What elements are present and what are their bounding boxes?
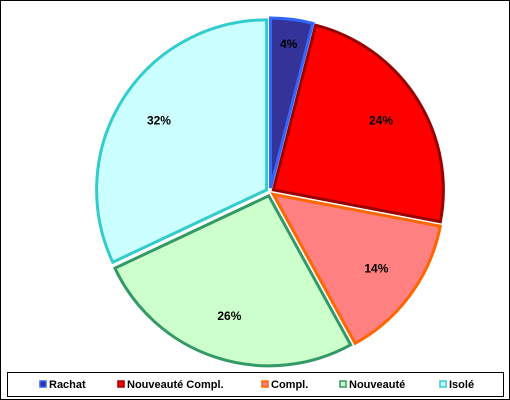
legend-label: Nouveauté [349,379,405,391]
legend-box [7,372,504,397]
data-label: 32% [147,114,171,128]
legend-marker [117,380,125,388]
data-label: 24% [369,114,393,128]
pie-slice [271,23,445,224]
data-label: 14% [364,261,388,275]
pie-slice [95,18,269,265]
legend-label: Nouveauté Compl. [127,379,224,391]
legend-label: Compl. [271,379,308,391]
pie-slice [269,16,315,189]
data-label: 4% [280,37,298,51]
legend-marker [261,380,269,388]
legend-marker [439,380,447,388]
pie-slice [112,193,353,368]
legend-label: Isolé [449,379,474,391]
legend-label: Rachat [49,379,86,391]
legend-marker [39,380,47,388]
legend-marker [339,380,347,388]
data-label: 26% [217,309,241,323]
pie-slice [270,192,442,346]
